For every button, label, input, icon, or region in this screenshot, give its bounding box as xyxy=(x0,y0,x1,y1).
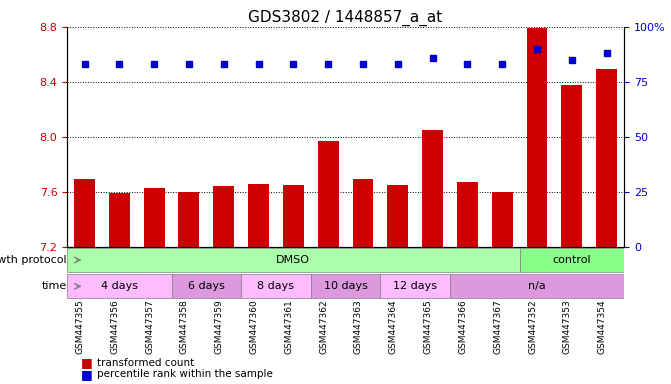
Text: time: time xyxy=(42,281,67,291)
FancyBboxPatch shape xyxy=(311,275,380,298)
Text: 8 days: 8 days xyxy=(258,281,295,291)
Bar xyxy=(562,84,582,247)
Bar xyxy=(144,188,164,247)
Text: n/a: n/a xyxy=(528,281,546,291)
FancyBboxPatch shape xyxy=(67,248,519,272)
Text: GSM447367: GSM447367 xyxy=(493,300,502,354)
Text: growth protocol: growth protocol xyxy=(0,255,67,265)
Text: GSM447362: GSM447362 xyxy=(319,300,328,354)
Text: transformed count: transformed count xyxy=(97,358,195,368)
Text: DMSO: DMSO xyxy=(276,255,311,265)
Bar xyxy=(387,185,408,247)
Text: GSM447357: GSM447357 xyxy=(145,300,154,354)
Bar xyxy=(492,192,513,247)
FancyBboxPatch shape xyxy=(380,275,450,298)
Bar xyxy=(352,179,374,247)
Bar xyxy=(527,28,548,247)
Bar xyxy=(457,182,478,247)
FancyBboxPatch shape xyxy=(241,275,311,298)
Text: control: control xyxy=(552,255,591,265)
Text: 10 days: 10 days xyxy=(323,281,368,291)
Bar xyxy=(283,185,304,247)
Text: ■: ■ xyxy=(81,356,93,369)
Text: 12 days: 12 days xyxy=(393,281,437,291)
Text: 6 days: 6 days xyxy=(188,281,225,291)
Text: 4 days: 4 days xyxy=(101,281,138,291)
Text: GSM447359: GSM447359 xyxy=(215,300,223,354)
Bar xyxy=(74,179,95,247)
Text: GSM447361: GSM447361 xyxy=(285,300,293,354)
Text: GSM447363: GSM447363 xyxy=(354,300,363,354)
Bar xyxy=(213,186,234,247)
Bar xyxy=(109,193,130,247)
FancyBboxPatch shape xyxy=(172,275,241,298)
FancyBboxPatch shape xyxy=(67,275,172,298)
Text: GSM447365: GSM447365 xyxy=(423,300,433,354)
Text: GSM447353: GSM447353 xyxy=(563,300,572,354)
Bar xyxy=(178,192,199,247)
Text: GSM447352: GSM447352 xyxy=(528,300,537,354)
FancyBboxPatch shape xyxy=(519,248,624,272)
Bar xyxy=(422,130,443,247)
Title: GDS3802 / 1448857_a_at: GDS3802 / 1448857_a_at xyxy=(248,9,443,25)
Bar xyxy=(596,70,617,247)
Bar xyxy=(248,184,269,247)
Text: GSM447356: GSM447356 xyxy=(110,300,119,354)
Text: GSM447355: GSM447355 xyxy=(76,300,85,354)
Text: percentile rank within the sample: percentile rank within the sample xyxy=(97,369,273,379)
Text: GSM447354: GSM447354 xyxy=(598,300,607,354)
Text: ■: ■ xyxy=(81,368,93,381)
Bar xyxy=(318,141,339,247)
Text: GSM447364: GSM447364 xyxy=(389,300,398,354)
Text: GSM447366: GSM447366 xyxy=(458,300,468,354)
Text: GSM447358: GSM447358 xyxy=(180,300,189,354)
Text: GSM447360: GSM447360 xyxy=(250,300,258,354)
FancyBboxPatch shape xyxy=(450,275,624,298)
